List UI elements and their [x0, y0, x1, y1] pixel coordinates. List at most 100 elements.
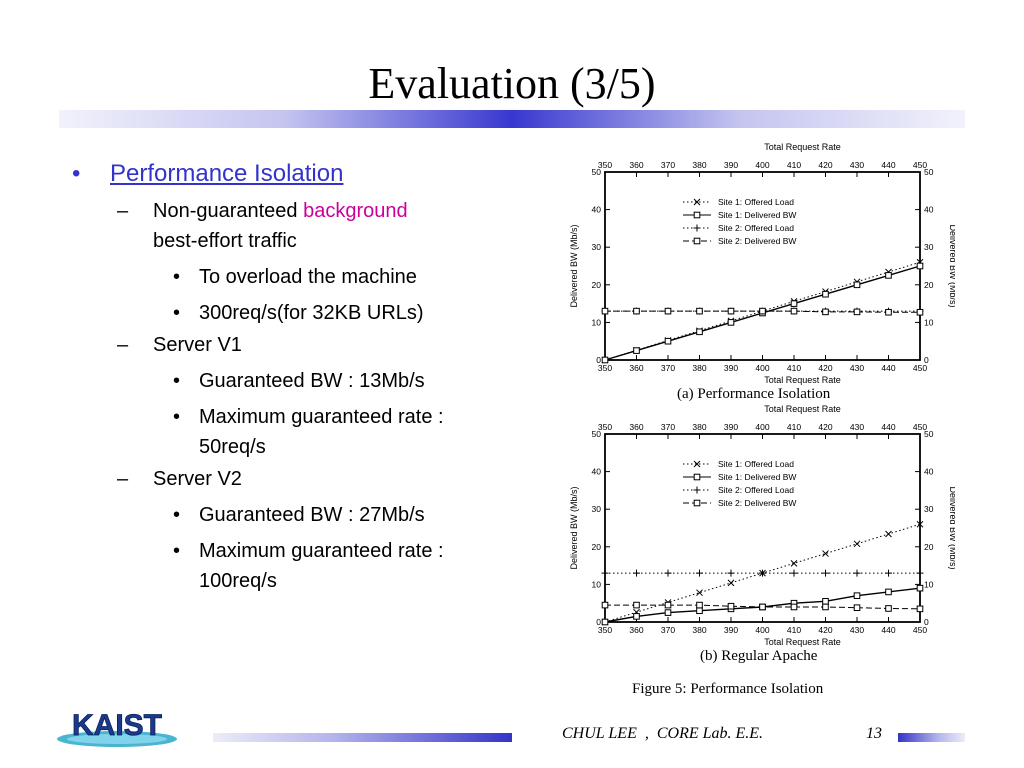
x-tick-label-top: 360	[629, 422, 643, 432]
sub-bullet-text: Server V2	[153, 468, 242, 490]
x-tick-label: 350	[598, 625, 612, 635]
footer-bar-left	[213, 733, 512, 742]
bullet-marker: •	[173, 540, 181, 562]
y-tick-label: 10	[592, 579, 602, 589]
y-axis-label-right: Delivered BW (Mb/s)	[948, 486, 955, 569]
legend-marker	[693, 211, 701, 219]
legend-label: Site 2: Delivered BW	[718, 236, 796, 246]
sub-sub-bullet-v1-bw: • Guaranteed BW : 13Mb/s	[72, 366, 542, 396]
legend-label: Site 1: Delivered BW	[718, 210, 796, 220]
y-tick-label-right: 50	[924, 167, 934, 177]
x-tick-label: 450	[913, 625, 927, 635]
data-point	[885, 272, 892, 279]
bullet-marker: •	[72, 160, 81, 187]
x-tick-label-top: 350	[598, 160, 612, 170]
dash-marker: –	[117, 334, 129, 356]
data-point	[885, 308, 892, 316]
x-tick-label-top: 380	[692, 422, 706, 432]
y-tick-label-right: 20	[924, 280, 934, 290]
x-tick-label-top: 390	[724, 160, 738, 170]
legend-label: Site 1: Delivered BW	[718, 472, 796, 482]
data-point	[916, 569, 924, 577]
legend-label: Site 2: Delivered BW	[718, 498, 796, 508]
y-tick-label: 30	[592, 242, 602, 252]
y-tick-label-right: 30	[924, 504, 934, 514]
legend-marker	[693, 486, 701, 494]
legend-marker	[693, 473, 701, 481]
x-tick-label: 420	[818, 625, 832, 635]
data-point	[916, 605, 924, 613]
x-tick-label: 370	[661, 363, 675, 373]
bullet-marker: •	[173, 370, 181, 392]
highlight-background: background	[303, 200, 408, 222]
x-tick-label-top: 420	[818, 160, 832, 170]
y-tick-label: 20	[592, 280, 602, 290]
data-point	[696, 328, 703, 336]
data-point	[759, 307, 766, 315]
data-point	[727, 602, 735, 610]
bullet-performance-isolation: • Performance Isolation	[72, 160, 542, 188]
data-point	[664, 307, 672, 315]
sub-sub-bullet-text: 300req/s(for 32KB URLs)	[199, 302, 424, 324]
x-tick-label: 350	[598, 363, 612, 373]
x-tick-label: 440	[881, 625, 895, 635]
data-point	[759, 603, 766, 611]
bullet-marker: •	[173, 302, 181, 324]
figure-caption: Figure 5: Performance Isolation	[632, 681, 824, 697]
legend-marker	[693, 237, 701, 245]
sub-sub-bullet-v2-rate: • Maximum guaranteed rate : 100req/s	[72, 536, 542, 596]
sub-bullet-text: Server V1	[153, 334, 242, 356]
y-tick-label: 40	[592, 205, 602, 215]
data-point	[822, 290, 829, 298]
x-tick-label: 390	[724, 363, 738, 373]
data-point	[822, 598, 829, 605]
data-point	[916, 308, 924, 316]
sub-sub-bullet-text-cont: 50req/s	[199, 436, 266, 458]
slide-title: Evaluation (3/5)	[368, 59, 656, 108]
legend-marker	[693, 198, 701, 206]
data-point	[790, 559, 798, 567]
data-point	[696, 607, 703, 615]
y-tick-label-right: 30	[924, 242, 934, 252]
sub-sub-bullet-text: To overload the machine	[199, 266, 417, 288]
sub-sub-bullet-text: Maximum guaranteed rate :	[199, 540, 444, 562]
y-tick-label: 10	[592, 317, 602, 327]
sub-sub-bullet-overload: • To overload the machine	[72, 262, 542, 292]
data-point	[696, 569, 703, 577]
x-tick-label: 370	[661, 625, 675, 635]
x-tick-label: 410	[787, 363, 801, 373]
x-tick-label-top: 420	[818, 422, 832, 432]
y-tick-label-right: 40	[924, 205, 934, 215]
data-point	[633, 347, 640, 354]
data-point	[601, 618, 609, 626]
data-point	[822, 569, 829, 577]
y-axis-label: Delivered BW (Mb/s)	[569, 486, 579, 569]
x-tick-label-top: 410	[787, 422, 801, 432]
data-point	[633, 601, 640, 609]
data-point	[885, 588, 892, 596]
footer-bar-right	[898, 733, 965, 742]
x-tick-label: 380	[692, 625, 706, 635]
y-tick-label-right: 20	[924, 542, 934, 552]
data-point	[727, 579, 735, 587]
sub-sub-bullet-text-cont: 100req/s	[199, 570, 277, 592]
sub-sub-bullet-300req: • 300req/s(for 32KB URLs)	[72, 298, 542, 328]
y-tick-label-right: 10	[924, 579, 934, 589]
y-tick-label: 0	[596, 355, 601, 365]
data-point	[664, 337, 672, 345]
data-point	[885, 569, 892, 577]
legend-label: Site 2: Offered Load	[718, 223, 794, 233]
x-tick-label-top: 430	[850, 160, 864, 170]
x-tick-label-top: 450	[913, 422, 927, 432]
x-tick-label: 410	[787, 625, 801, 635]
data-point	[601, 356, 609, 364]
bullet-text: Performance Isolation	[110, 160, 344, 187]
data-point	[664, 569, 672, 577]
data-point	[853, 281, 861, 289]
sub-sub-bullet-v1-rate: • Maximum guaranteed rate : 50req/s	[72, 402, 542, 462]
x-axis-label: Total Request Rate	[764, 375, 841, 385]
x-tick-label: 440	[881, 363, 895, 373]
sub-sub-bullet-text: Maximum guaranteed rate :	[199, 406, 444, 428]
data-point	[727, 307, 735, 315]
data-point	[885, 605, 892, 612]
